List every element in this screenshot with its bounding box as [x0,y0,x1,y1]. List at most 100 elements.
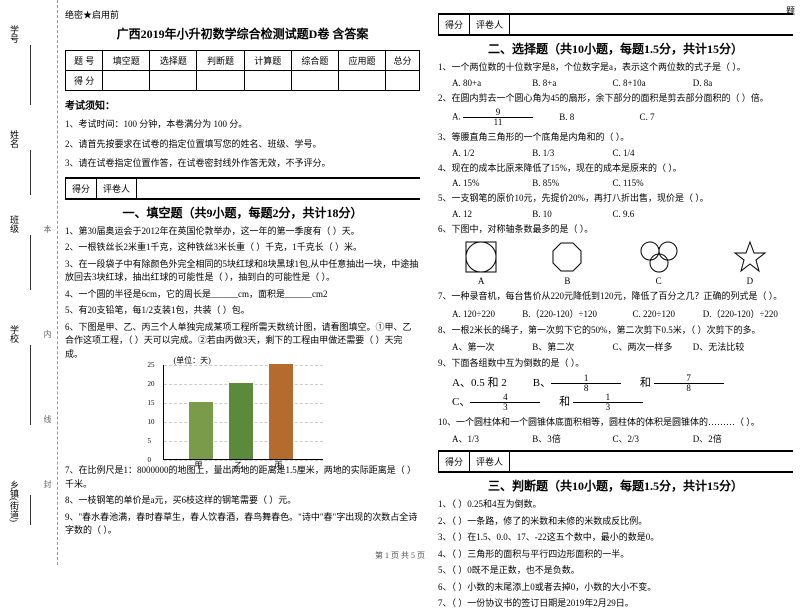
score-bar: 得分 评卷人 [438,13,793,36]
opt: B、第二次 [532,340,602,353]
options: A. 12 B. 10 C. 9.6 [452,209,793,219]
options: A、0.5 和 2 B、18 和 78 C、43 和 13 [452,374,793,412]
score-table: 题 号 填空题 选择题 判断题 计算题 综合题 应用题 总分 得 分 [65,50,420,91]
score-bar: 得分 评卷人 [438,450,793,473]
binding-line [30,150,31,195]
opt: A. 120÷220 [452,309,512,319]
score-bar: 得分 评卷人 [65,177,420,200]
opt: B.（220-120）÷120 [522,307,622,320]
question: 5、（ ）0既不是正数，也不是负数。 [438,564,793,578]
opt: B. 10 [532,209,602,219]
opt: C. 8+10a [613,78,683,88]
three-circles-icon [637,240,681,274]
question: 7、一种录音机，每台售价从220元降低到120元，降低了百分之几？正确的列式是（… [438,290,793,304]
opt: C. 1/4 [613,148,683,158]
content: 绝密★启用前 题 广西2019年小升初数学综合检测试题D卷 含答案 题 号 填空… [65,8,795,614]
page-footer: 第 1 页 共 5 页 [0,550,800,561]
th: 选择题 [150,51,197,71]
secret-label: 绝密★启用前 [65,8,420,21]
page: 学号 姓名 班级 学校 乡镇(街道) 本 内 线 封 绝密★启用前 题 广西20… [0,0,800,565]
binding-label-name: 姓名 [8,130,21,148]
opt: D、无法比较 [693,340,763,353]
question: 3、（ ）在1.5、0.0、17、-22这五个数中，最小的数是0。 [438,531,793,545]
th: 总分 [386,51,420,71]
dash-text: 内 [42,330,53,338]
section-title-1: 一、填空题（共9小题，每题2分，共计18分） [65,204,420,221]
th: 判断题 [197,51,244,71]
shape-b: B [550,240,584,286]
question: 2、（ ）一条路，修了的米数和未修的米数成反比例。 [438,515,793,529]
question: 7、（ ）一份协议书的签订日期是2019年2月29日。 [438,597,793,611]
opt: C. 115% [613,178,683,188]
marker-cell: 评卷人 [97,179,137,198]
question: 1、（ ）0.25和4互为倒数。 [438,498,793,512]
exam-title: 广西2019年小升初数学综合检测试题D卷 含答案 [65,25,420,42]
opt: B、3倍 [532,432,602,445]
dash-text: 封 [42,480,53,488]
opt: C、43 和 13 [452,393,659,412]
right-column: 得分 评卷人 二、选择题（共10小题，每题1.5分，共计15分） 1、一个两位数… [438,8,793,614]
opt: D、2倍 [693,432,763,445]
question: 10、一个圆柱体和一个圆锥体底面积相等，圆柱体的体积是圆锥体的………（ ）。 [438,416,793,430]
opt: B. 1/3 [532,148,602,158]
shape-a: A [464,240,498,286]
options: A. 911 B. 8 C. 7 [452,108,793,127]
binding-label-id: 学号 [8,25,21,43]
question: 4、一个圆的半径是6cm，它的周长是______cm，面积是______cm2 [65,288,420,302]
notice-item: 1、考试时间：100 分钟，本卷满分为 100 分。 [65,118,420,132]
th: 填空题 [103,51,150,71]
question: 8、一根2米长的绳子，第一次剪下它的50%，第二次剪下0.5米，（ ）次剪下的多… [438,324,793,338]
opt: B. 8 [559,112,629,122]
question: 3、在一段袋子中有除颜色外完全相同的5块红球和8块黑球1包,从中任意抽出一块，中… [65,258,420,285]
question: 5、一支钢笔的原价10元，先提价20%，再打八折出售，现价是（ ）。 [438,192,793,206]
binding-line [30,45,31,105]
section-title-3: 三、判断题（共10小题，每题1.5分，共计15分） [438,477,793,494]
opt: A. 15% [452,178,522,188]
opt: A、第一次 [452,340,522,353]
td: 得 分 [66,71,103,91]
marker-cell: 评卷人 [470,452,510,471]
section-title-2: 二、选择题（共10小题，每题1.5分，共计15分） [438,40,793,57]
octagon-icon [550,240,584,274]
bar-chart: (单位：天) 0510152025甲乙丙 [163,365,323,460]
notice-item: 3、请在试卷指定位置作答，在试卷密封线外作答无效，不予评分。 [65,157,420,171]
binding-line [30,235,31,290]
binding-label-school: 学校 [8,325,21,343]
opt: A. 12 [452,209,522,219]
shape-options: A B C D [438,240,793,286]
shape-label: C [656,276,662,286]
score-cell: 得分 [65,179,97,198]
options: A. 80+a B. 8+a C. 8+10a D. 8a [452,78,793,88]
opt: D. 8a [693,78,763,88]
opt: C、两次一样多 [613,340,683,353]
th: 题 号 [66,51,103,71]
question: 7、在比例尺是1：8000000的地图上，量出两地的距离是1.5厘米，两地的实际… [65,464,420,491]
th: 计算题 [244,51,291,71]
shape-label: B [564,276,570,286]
options: A、第一次 B、第二次 C、两次一样多 D、无法比较 [452,340,793,353]
notice-item: 2、请首先按要求在试卷的指定位置填写您的姓名、班级、学号。 [65,138,420,152]
dash-r: 题 [786,4,795,17]
table-row: 题 号 填空题 选择题 判断题 计算题 综合题 应用题 总分 [66,51,420,71]
left-column: 绝密★启用前 题 广西2019年小升初数学综合检测试题D卷 含答案 题 号 填空… [65,8,420,614]
opt: C. 9.6 [613,209,683,219]
opt: A、1/3 [452,432,522,445]
opt: C. 7 [640,112,710,122]
question: 2、在圆内剪去一个圆心角为45的扇形，余下部分的面积是剪去部分面积的（ ）倍。 [438,92,793,106]
question: 2、一根铁丝长2米重1千克，这种铁丝3米长重（ ）千克，1千克长（ ）米。 [65,241,420,255]
question: 1、第30届奥运会于2012年在英国伦敦举办，这一年的第一季度有（ ）天。 [65,225,420,239]
opt: D.（220-120）÷220 [703,307,778,320]
binding-margin: 学号 姓名 班级 学校 乡镇(街道) 本 内 线 封 [0,0,58,565]
options: A. 15% B. 85% C. 115% [452,178,793,188]
binding-label-town: 乡镇(街道) [8,480,21,522]
opt: A. 911 [452,108,549,127]
question: 5、有20支铅笔，每1/2支装1包，共装（ ）包。 [65,304,420,318]
th: 应用题 [338,51,385,71]
marker-cell: 评卷人 [470,15,510,34]
options: A. 120÷220 B.（220-120）÷120 C. 220÷120 D.… [452,307,793,320]
shape-c: C [637,240,681,286]
binding-label-class: 班级 [8,215,21,233]
score-cell: 得分 [438,452,470,471]
options: A、1/3 B、3倍 C、2/3 D、2倍 [452,432,793,445]
opt: C. 220÷120 [633,309,693,319]
